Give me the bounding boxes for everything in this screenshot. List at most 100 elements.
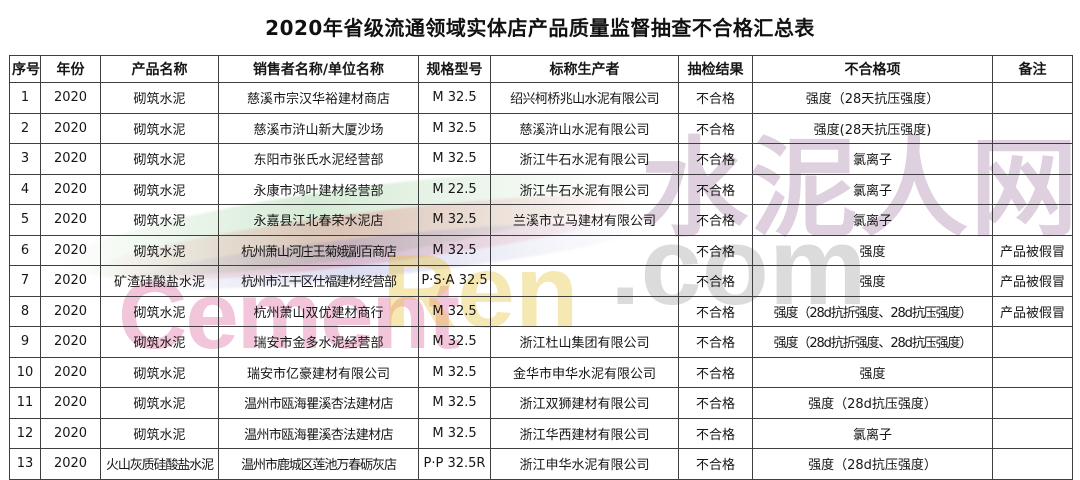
table-row: 8 2020 砌筑水泥 杭州萧山双优建材商行 M 32.5 不合格 强度（28d抗折强度、2… [9, 295, 1073, 327]
column-header-note: 备注 [992, 55, 1073, 83]
cell-note [992, 417, 1073, 449]
cell-note: 产品被假冒 [992, 265, 1073, 297]
table-row: 7 2020 矿渣硅酸盐水泥 杭州市江干区仕福建材经营部 P·S·A 32.5 不合格 强度… [9, 265, 1073, 297]
cell-maker: 浙江牛石水泥有限公司 [490, 173, 679, 205]
cell-seller: 温州市鹿城区莲池万春砺灰店 [218, 448, 419, 480]
cell-maker: 浙江华西建材有限公司 [490, 417, 679, 449]
cell-defect: 强度（28d抗压强度） [752, 387, 993, 419]
cell-result: 不合格 [678, 295, 753, 327]
cell-product: 砌筑水泥 [100, 234, 219, 266]
cell-defect: 强度（28天抗压强度） [752, 82, 993, 114]
cell-index: 8 [9, 295, 41, 327]
column-header-spec: 规格型号 [418, 55, 491, 83]
cell-defect: 强度（28d抗折强度、28d抗压强度） [752, 295, 993, 327]
cell-result: 不合格 [678, 387, 753, 419]
table-header-row: 序号 年份 产品名称 销售者名称/单位名称 规格型号 标称生产者 抽检结果 不合… [9, 55, 1073, 83]
table-row: 5 2020 砌筑水泥 永嘉县江北春荣水泥店 M 32.5 兰溪市立马建材有限公司 不合格氯… [9, 204, 1073, 236]
cell-maker: 浙江申华水泥有限公司 [490, 448, 679, 480]
cell-note: 产品被假冒 [992, 295, 1073, 327]
cell-index: 2 [9, 112, 41, 144]
cell-maker: 兰溪市立马建材有限公司 [490, 204, 679, 236]
cell-product: 火山灰质硅酸盐水泥 [100, 448, 219, 480]
cell-defect: 强度 [752, 356, 993, 388]
cell-seller: 东阳市张氏水泥经营部 [218, 143, 419, 175]
column-header-result: 抽检结果 [678, 55, 753, 83]
cell-defect: 氯离子 [752, 417, 993, 449]
cell-year: 2020 [40, 82, 101, 114]
cell-index: 5 [9, 204, 41, 236]
table-row: 10 2020 砌筑水泥 瑞安市亿豪建材有限公司 M 32.5 金华市申华水泥有限公司 不合… [9, 356, 1073, 388]
cell-seller: 杭州萧山河庄王菊娥副百商店 [218, 234, 419, 266]
cell-index: 3 [9, 143, 41, 175]
report-table-container: 序号 年份 产品名称 销售者名称/单位名称 规格型号 标称生产者 抽检结果 不合… [9, 55, 1073, 480]
cell-note [992, 326, 1073, 358]
table-row: 12 2020 砌筑水泥 温州市瓯海瞿溪杏法建材店 M 32.5 浙江华西建材有限公司 不合… [9, 417, 1073, 449]
cell-seller: 慈溪市宗汉华裕建材商店 [218, 82, 419, 114]
cell-spec: M 32.5 [418, 356, 491, 388]
cell-product: 矿渣硅酸盐水泥 [100, 265, 219, 297]
cell-index: 9 [9, 326, 41, 358]
cell-year: 2020 [40, 204, 101, 236]
table-row: 2 2020 砌筑水泥 慈溪市浒山新大厦沙场 M 32.5 慈溪浒山水泥有限公司 不合格 强度… [9, 112, 1073, 144]
cell-product: 砌筑水泥 [100, 143, 219, 175]
cell-maker [490, 265, 679, 297]
table-body: 1 2020 砌筑水泥 慈溪市宗汉华裕建材商店 M 32.5 绍兴柯桥兆山水泥有限公司 不合… [9, 82, 1073, 480]
cell-maker: 金华市申华水泥有限公司 [490, 356, 679, 388]
cell-result: 不合格 [678, 173, 753, 205]
cell-seller: 永康市鸿叶建材经营部 [218, 173, 419, 205]
cell-defect: 强度 [752, 234, 993, 266]
cell-result: 不合格 [678, 417, 753, 449]
cell-year: 2020 [40, 143, 101, 175]
cell-year: 2020 [40, 112, 101, 144]
column-header-index: 序号 [9, 55, 41, 83]
cell-spec: M 32.5 [418, 326, 491, 358]
column-header-year: 年份 [40, 55, 101, 83]
table-header: 序号 年份 产品名称 销售者名称/单位名称 规格型号 标称生产者 抽检结果 不合… [9, 55, 1073, 83]
cell-maker [490, 234, 679, 266]
cell-seller: 瑞安市金多水泥经营部 [218, 326, 419, 358]
cell-note [992, 387, 1073, 419]
cell-year: 2020 [40, 173, 101, 205]
nonconforming-products-table: 序号 年份 产品名称 销售者名称/单位名称 规格型号 标称生产者 抽检结果 不合… [9, 55, 1073, 480]
cell-spec: M 32.5 [418, 387, 491, 419]
cell-spec: M 32.5 [418, 417, 491, 449]
cell-defect: 氯离子 [752, 143, 993, 175]
column-header-maker: 标称生产者 [490, 55, 679, 83]
table-row: 9 2020 砌筑水泥 瑞安市金多水泥经营部 M 32.5 浙江杜山集团有限公司 不合格 强度… [9, 326, 1073, 358]
cell-year: 2020 [40, 295, 101, 327]
cell-result: 不合格 [678, 112, 753, 144]
cell-year: 2020 [40, 356, 101, 388]
page-title: 2020年省级流通领域实体店产品质量监督抽查不合格汇总表 [265, 16, 815, 40]
cell-result: 不合格 [678, 265, 753, 297]
table-row: 3 2020 砌筑水泥 东阳市张氏水泥经营部 M 32.5 浙江牛石水泥有限公司 不合格 氯离… [9, 143, 1073, 175]
report-page: 2020年省级流通领域实体店产品质量监督抽查不合格汇总表 序号 年份 产品名称 … [9, 16, 1073, 480]
column-header-seller: 销售者名称/单位名称 [218, 55, 419, 83]
cell-note [992, 448, 1073, 480]
cell-product: 砌筑水泥 [100, 387, 219, 419]
cell-seller: 杭州萧山双优建材商行 [218, 295, 419, 327]
cell-maker: 绍兴柯桥兆山水泥有限公司 [490, 82, 679, 114]
table-row: 11 2020 砌筑水泥 温州市瓯海瞿溪杏法建材店 M 32.5 浙江双狮建材有限公司 不合… [9, 387, 1073, 419]
cell-defect: 强度(28天抗压强度) [752, 112, 993, 144]
cell-result: 不合格 [678, 82, 753, 114]
cell-seller: 瑞安市亿豪建材有限公司 [218, 356, 419, 388]
cell-product: 砌筑水泥 [100, 326, 219, 358]
cell-product: 砌筑水泥 [100, 204, 219, 236]
cell-result: 不合格 [678, 143, 753, 175]
table-row: 13 2020 火山灰质硅酸盐水泥 温州市鹿城区莲池万春砺灰店 P·P 32.5R 浙江申… [9, 448, 1073, 480]
cell-spec: M 22.5 [418, 173, 491, 205]
cell-spec: M 32.5 [418, 112, 491, 144]
table-row: 1 2020 砌筑水泥 慈溪市宗汉华裕建材商店 M 32.5 绍兴柯桥兆山水泥有限公司 不合… [9, 82, 1073, 114]
cell-product: 砌筑水泥 [100, 82, 219, 114]
cell-note [992, 112, 1073, 144]
cell-index: 1 [9, 82, 41, 114]
cell-product: 砌筑水泥 [100, 417, 219, 449]
cell-product: 砌筑水泥 [100, 295, 219, 327]
cell-seller: 杭州市江干区仕福建材经营部 [218, 265, 419, 297]
cell-note: 产品被假冒 [992, 234, 1073, 266]
cell-index: 6 [9, 234, 41, 266]
cell-result: 不合格 [678, 234, 753, 266]
cell-year: 2020 [40, 234, 101, 266]
cell-seller: 永嘉县江北春荣水泥店 [218, 204, 419, 236]
cell-result: 不合格 [678, 356, 753, 388]
